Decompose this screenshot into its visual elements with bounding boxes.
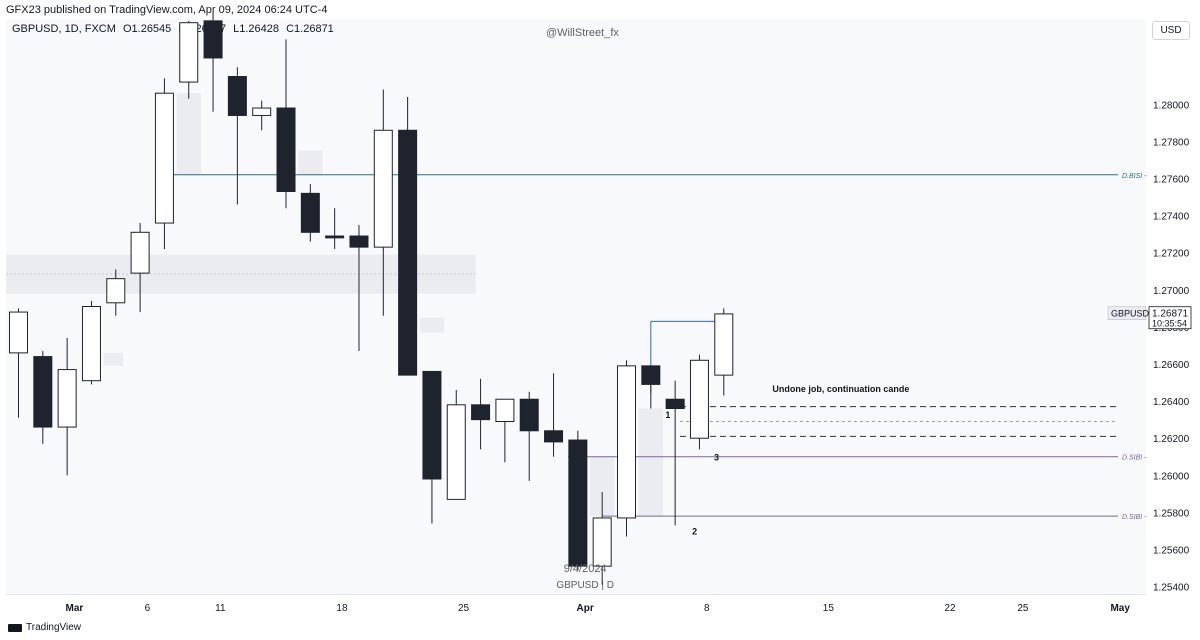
legend-close: C1.26871 [286,23,334,35]
x-tick-label: 11 [215,603,226,614]
candle-bear [300,192,320,233]
zone-block [419,317,445,333]
annotation-text: Undone job, continuation cande [772,384,909,394]
zone-block [638,408,663,517]
price-label: 1.26871 [1152,309,1189,320]
candle-bear [422,370,442,480]
level-label-d.sibi-upper: D.SIBI - [1122,455,1147,462]
y-tick-label: 1.25400 [1153,583,1190,594]
y-tick-label: 1.27200 [1153,249,1190,260]
x-tick-label: 18 [336,603,348,614]
publish-line: GFX23 published on TradingView.com, Apr … [6,4,328,16]
candle-bear [568,439,588,567]
zone-block [103,352,124,366]
candle-bull [106,278,126,304]
candle-bull [81,306,101,382]
author-watermark: @WillStreet_fx [546,27,619,39]
y-tick-label: 1.27000 [1153,286,1190,297]
candle-bear [665,398,685,410]
y-tick-label: 1.26200 [1153,434,1190,445]
date-marker: 9/4/2024 [564,563,607,575]
x-tick-label: 25 [1017,603,1029,614]
x-tick-label: 8 [704,603,710,614]
zone-block [176,93,201,175]
candle-bear [325,235,345,239]
zone-block [298,150,323,175]
candle-bull [154,92,174,224]
legend-open: O1.26545 [122,23,172,35]
candle-bear [398,129,418,376]
y-tick-label: 1.27800 [1153,137,1190,148]
candle-bull [714,313,734,376]
candle-bull [373,129,393,248]
x-tick-label: 22 [944,603,956,614]
price-symbol-label: GBPUSD [1111,309,1150,319]
symbol-marker: GBPUSD | D [556,580,614,591]
annotation-text: 3 [714,452,719,462]
candle-bear [544,430,564,443]
annotation-text: 2 [692,527,697,537]
candle-bear [641,365,661,385]
candle-bear [33,356,53,428]
price-symbol-badge [1107,306,1147,320]
legend-symbol: GBPUSD, 1D, FXCM [12,23,116,35]
tradingview-logo-icon [8,623,22,632]
candle-bull [592,517,612,567]
candle-bull [9,311,28,354]
x-axis-line [6,594,1146,595]
footer-brand: TradingView [8,622,81,633]
candle-bull [495,398,515,423]
candle-bull [130,231,150,274]
x-tick-label: 15 [823,603,835,614]
x-tick-label: Apr [577,603,594,614]
y-tick-label: 1.28000 [1153,100,1190,111]
candle-bear [519,398,539,432]
y-tick-label: 1.26000 [1153,471,1190,482]
candle-bear [471,404,491,421]
y-tick-label: 1.27600 [1153,175,1190,186]
candle-bear [227,76,247,116]
annotation-text: 1 [665,410,670,420]
level-label-d.sibi-lower: D.SIBI - [1122,514,1147,521]
x-tick-label: 6 [145,603,151,614]
x-tick-label: 25 [458,603,470,614]
candle-bull [689,359,709,439]
x-tick-label: May [1110,603,1130,614]
candle-bull [57,369,77,428]
y-tick-label: 1.25600 [1153,545,1190,556]
level-label-d.bisi: D.BISI - [1122,173,1147,180]
footer-brand-label: TradingView [26,622,82,633]
price-badge [1148,306,1192,330]
imbalance-zone [6,254,476,294]
currency-button[interactable]: USD [1152,21,1190,40]
y-tick-label: 1.26600 [1153,360,1190,371]
candle-bear [203,20,223,59]
y-tick-label: 1.27400 [1153,212,1190,223]
y-tick-label: 1.26400 [1153,397,1190,408]
candle-bear [349,235,369,248]
candle-bull [252,107,272,116]
candle-bull [179,22,199,83]
legend-low: L1.26428 [233,23,280,35]
price-countdown: 10:35:54 [1152,319,1187,329]
candle-bull [446,404,466,500]
candle-bear [276,107,296,192]
x-tick-label: Mar [66,603,84,614]
y-tick-label: 1.25800 [1153,508,1190,519]
candle-bull [617,365,636,519]
